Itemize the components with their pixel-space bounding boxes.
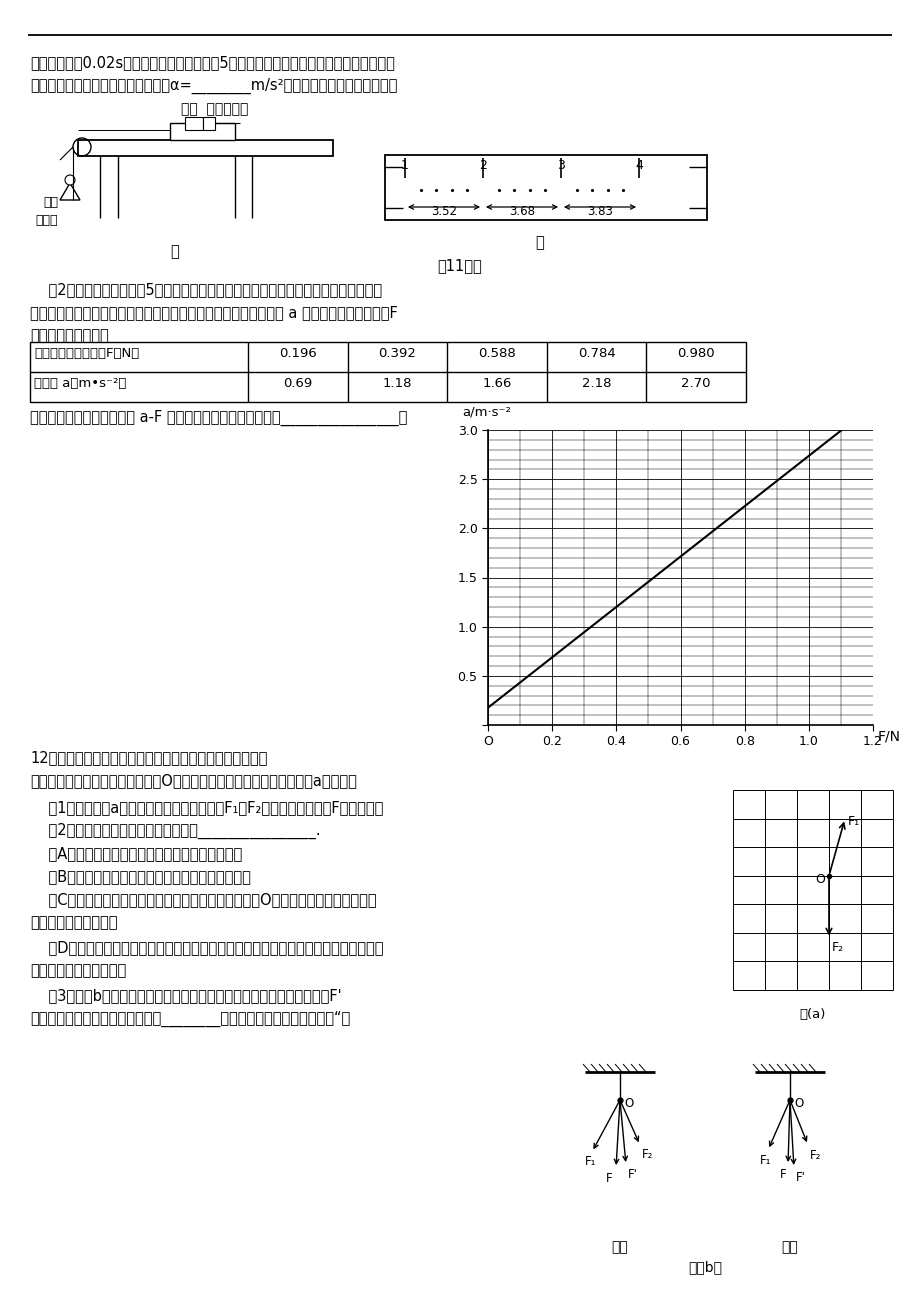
Text: 的时间间隔为0.02s。从比较清晰的点起，每5个点取一个计数点，用毫米刻度尺测出相邻: 的时间间隔为0.02s。从比较清晰的点起，每5个点取一个计数点，用毫米刻度尺测出… bbox=[30, 55, 394, 70]
Text: 12、李明同学在做《互成角度的两个力的合成》实验时，利: 12、李明同学在做《互成角度的两个力的合成》实验时，利 bbox=[30, 750, 267, 766]
Text: 弹簧秤拉力的效果相同: 弹簧秤拉力的效果相同 bbox=[30, 915, 118, 930]
Text: F/N: F/N bbox=[877, 730, 900, 743]
Text: O: O bbox=[814, 872, 824, 885]
Text: 计数点之间的距离。该小车的加速度α=________m/s²。（结果保留两位有效数字）: 计数点之间的距离。该小车的加速度α=________m/s²。（结果保留两位有效… bbox=[30, 78, 397, 94]
Text: 图(a): 图(a) bbox=[799, 1008, 825, 1021]
Text: F': F' bbox=[795, 1170, 805, 1184]
Text: 加速度 a（m•s⁻²）: 加速度 a（m•s⁻²） bbox=[34, 378, 126, 391]
Text: 3.52: 3.52 bbox=[430, 204, 457, 217]
Text: F₁: F₁ bbox=[759, 1154, 771, 1167]
Text: F: F bbox=[779, 1168, 786, 1181]
Text: 图（b）: 图（b） bbox=[687, 1260, 721, 1273]
Text: （C）两次拉橡皮筋时，需将橡皮筋结点拉到同一位置O。这样做的目的是保证两次: （C）两次拉橡皮筋时，需将橡皮筋结点拉到同一位置O。这样做的目的是保证两次 bbox=[30, 892, 376, 907]
Text: 3.68: 3.68 bbox=[508, 204, 535, 217]
Text: 0.784: 0.784 bbox=[577, 348, 615, 359]
Text: F₂: F₂ bbox=[831, 940, 844, 953]
Text: F₁: F₁ bbox=[847, 815, 859, 828]
Text: a/m·s⁻²: a/m·s⁻² bbox=[462, 405, 511, 418]
Text: O: O bbox=[793, 1098, 802, 1111]
Text: 是用一只弹簧秤拉时的图示。其中________的实验比较符合实验事实？（“李: 是用一只弹簧秤拉时的图示。其中________的实验比较符合实验事实？（“李 bbox=[30, 1010, 350, 1027]
Text: 0.69: 0.69 bbox=[283, 378, 312, 391]
Bar bbox=[78, 141, 333, 156]
Text: （1）试在图（a）中作出无实验误差情况下F₁和F₂的合力图示，并用F表示此力。: （1）试在图（a）中作出无实验误差情况下F₁和F₂的合力图示，并用F表示此力。 bbox=[30, 799, 383, 815]
Text: 硅码: 硅码 bbox=[43, 197, 58, 210]
Text: 2.18: 2.18 bbox=[581, 378, 611, 391]
Text: 4: 4 bbox=[634, 159, 642, 172]
Text: 硅码盘: 硅码盘 bbox=[36, 214, 58, 227]
Text: F₂: F₂ bbox=[809, 1148, 821, 1161]
Text: 李明: 李明 bbox=[781, 1240, 798, 1254]
Text: （3）图（b）所示是李明和张华两位同学在做以上实验时得到的结果，F': （3）图（b）所示是李明和张华两位同学在做以上实验时得到的结果，F' bbox=[30, 988, 341, 1003]
Text: （2）平衡摩擦力后，将5个相同的硅码都放在小车上。挂上硅码盘，然后每次从小车: （2）平衡摩擦力后，将5个相同的硅码都放在小车上。挂上硅码盘，然后每次从小车 bbox=[30, 283, 381, 297]
Text: F₁: F₁ bbox=[584, 1155, 596, 1168]
Text: O: O bbox=[623, 1098, 632, 1111]
Text: 小车  打点计时器: 小车 打点计时器 bbox=[181, 102, 248, 116]
Bar bbox=[384, 155, 706, 220]
Text: （D）若只增大某一只弹簧秤的拉力大小而要保证橡皮筋结点位置不变，只需调整另一: （D）若只增大某一只弹簧秤的拉力大小而要保证橡皮筋结点位置不变，只需调整另一 bbox=[30, 940, 383, 954]
Text: 乙: 乙 bbox=[535, 234, 544, 250]
Text: （2）有关此实验，下列叙述正确的是________________.: （2）有关此实验，下列叙述正确的是________________. bbox=[30, 823, 321, 840]
Text: 用坐标纸记下了橡皮筋的结点位置O点以及两只弹簧秤拉力的大小如图（a）所示，: 用坐标纸记下了橡皮筋的结点位置O点以及两只弹簧秤拉力的大小如图（a）所示， bbox=[30, 773, 357, 788]
Text: 2.70: 2.70 bbox=[681, 378, 710, 391]
Text: 2: 2 bbox=[479, 159, 486, 172]
Polygon shape bbox=[60, 184, 80, 201]
Bar bbox=[203, 117, 215, 130]
Text: F: F bbox=[606, 1172, 612, 1185]
Text: 上取一个硅码添加到硅码盘中，测量小车的加速度。小车的加速度 a 与硅码盘中硅码总重力F: 上取一个硅码添加到硅码盘中，测量小车的加速度。小车的加速度 a 与硅码盘中硅码总… bbox=[30, 305, 397, 320]
Text: 1.66: 1.66 bbox=[482, 378, 511, 391]
Text: 硅码盘中硅码总重力F（N）: 硅码盘中硅码总重力F（N） bbox=[34, 348, 139, 359]
Text: 的实验数据如下表：: 的实验数据如下表： bbox=[30, 328, 108, 342]
Text: 根据提供的试验数据作出的 a-F 图线不通过原点，主要原因是________________。: 根据提供的试验数据作出的 a-F 图线不通过原点，主要原因是__________… bbox=[30, 410, 407, 426]
Text: 0.196: 0.196 bbox=[278, 348, 316, 359]
Circle shape bbox=[65, 174, 75, 185]
Text: 只弹簧秤拉力的大小即可: 只弹簧秤拉力的大小即可 bbox=[30, 963, 126, 978]
Bar bbox=[30, 342, 745, 402]
Text: F': F' bbox=[628, 1168, 637, 1181]
Bar bbox=[170, 122, 234, 141]
Text: 1: 1 bbox=[401, 159, 408, 172]
Text: 张华: 张华 bbox=[611, 1240, 628, 1254]
Text: 3.83: 3.83 bbox=[586, 204, 612, 217]
Text: 第11题图: 第11题图 bbox=[437, 258, 482, 273]
Text: 0.392: 0.392 bbox=[378, 348, 416, 359]
Text: （B）橡皮筋的拉力是合力，两弹簧秤的拉力是分力: （B）橡皮筋的拉力是合力，两弹簧秤的拉力是分力 bbox=[30, 868, 251, 884]
Text: （A）两弹簧秤的拉力可以同时比橡皮筋的拉力大: （A）两弹簧秤的拉力可以同时比橡皮筋的拉力大 bbox=[30, 846, 242, 861]
Text: 0.980: 0.980 bbox=[676, 348, 714, 359]
Text: 1.18: 1.18 bbox=[382, 378, 412, 391]
Text: F₂: F₂ bbox=[641, 1148, 652, 1161]
Bar bbox=[185, 117, 203, 130]
Text: 3: 3 bbox=[557, 159, 564, 172]
Text: 0.588: 0.588 bbox=[478, 348, 516, 359]
Text: 甲: 甲 bbox=[170, 243, 179, 259]
